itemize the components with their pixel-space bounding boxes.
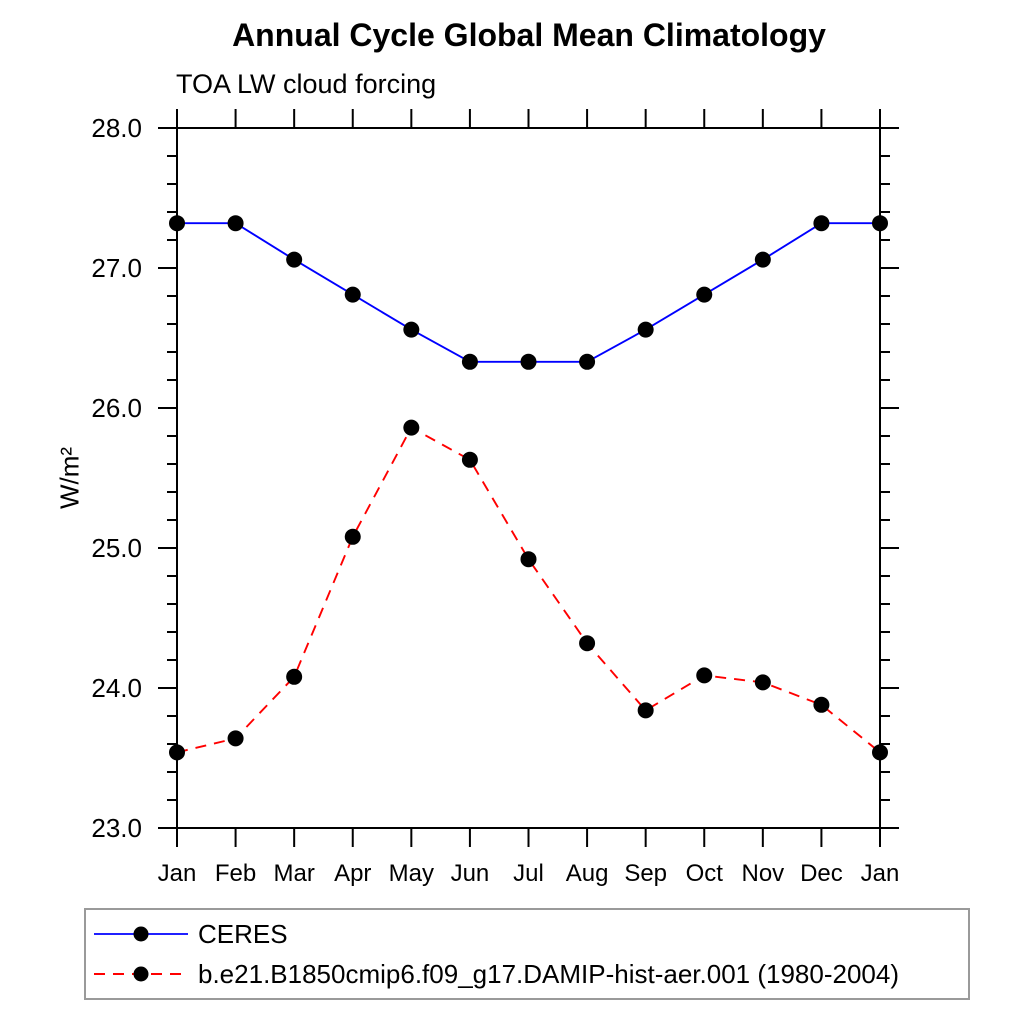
legend-label-ceres: CERES xyxy=(198,919,288,949)
series-line xyxy=(177,222,880,363)
y-tick-label: 25.0 xyxy=(91,533,142,563)
data-point-marker xyxy=(813,696,830,713)
data-point-marker xyxy=(227,730,244,747)
data-point-marker xyxy=(813,215,830,232)
legend-row-ceres: CERES xyxy=(90,914,968,954)
series-model xyxy=(169,419,888,761)
legend-row-model: b.e21.B1850cmip6.f09_g17.DAMIP-hist-aer.… xyxy=(90,954,968,994)
y-tick-label: 27.0 xyxy=(91,253,142,283)
data-point-marker xyxy=(637,702,654,719)
data-point-marker xyxy=(872,744,888,761)
legend-sample-solid-line-icon xyxy=(94,926,188,942)
x-tick-label: Jul xyxy=(513,860,544,887)
data-point-marker xyxy=(286,668,303,685)
data-point-marker xyxy=(286,251,303,268)
data-point-marker xyxy=(461,353,478,370)
x-tick-label: Feb xyxy=(215,860,256,887)
data-point-marker xyxy=(520,353,537,370)
x-tick-label: Apr xyxy=(334,860,371,887)
data-point-marker xyxy=(754,674,771,691)
x-tick-label: Dec xyxy=(800,860,843,887)
x-tick-label: Nov xyxy=(741,860,784,887)
legend-sample-dashed-line-icon xyxy=(94,966,188,982)
data-point-marker xyxy=(169,215,185,232)
x-tick-label: Mar xyxy=(273,860,314,887)
data-point-marker xyxy=(403,419,420,436)
series-ceres xyxy=(169,215,888,370)
y-tick-label: 26.0 xyxy=(91,393,142,423)
data-point-marker xyxy=(169,744,185,761)
x-tick-label: May xyxy=(389,860,434,887)
data-point-marker xyxy=(227,215,244,232)
data-point-marker xyxy=(461,451,478,468)
x-axis-tick-labels: Jan Feb Mar Apr May Jun Jul Aug Sep Oct Nov Dec Jan xyxy=(158,860,900,887)
data-point-marker xyxy=(696,286,713,303)
y-tick-label: 24.0 xyxy=(91,673,142,703)
x-tick-label: Aug xyxy=(566,860,609,887)
data-point-marker xyxy=(872,215,888,232)
y-axis-ticks xyxy=(158,127,899,829)
x-tick-label: Jan xyxy=(158,860,197,887)
x-tick-label: Jun xyxy=(451,860,490,887)
chart-title: Annual Cycle Global Mean Climatology xyxy=(232,17,826,53)
data-point-marker xyxy=(696,667,713,684)
x-tick-label: Jan xyxy=(861,860,900,887)
x-tick-label: Sep xyxy=(624,860,667,887)
data-point-marker xyxy=(754,251,771,268)
data-point-marker xyxy=(344,528,361,545)
x-axis-ticks xyxy=(176,109,881,847)
legend: CERES b.e21.B1850cmip6.f09_g17.DAMIP-his… xyxy=(84,908,970,1000)
legend-label-model: b.e21.B1850cmip6.f09_g17.DAMIP-hist-aer.… xyxy=(198,959,899,989)
data-point-marker xyxy=(637,321,654,338)
y-tick-label: 28.0 xyxy=(91,113,142,143)
plot-frame xyxy=(176,127,881,829)
data-point-marker xyxy=(344,286,361,303)
y-tick-label: 23.0 xyxy=(91,813,142,843)
y-axis-tick-labels: 23.0 24.0 25.0 26.0 27.0 28.0 xyxy=(91,113,142,843)
series-line xyxy=(176,426,881,754)
data-point-marker xyxy=(520,551,537,568)
data-point-marker xyxy=(403,321,420,338)
data-point-marker xyxy=(579,353,596,370)
x-tick-label: Oct xyxy=(686,860,724,887)
chart-subtitle: TOA LW cloud forcing xyxy=(176,69,437,99)
data-point-marker xyxy=(579,635,596,652)
